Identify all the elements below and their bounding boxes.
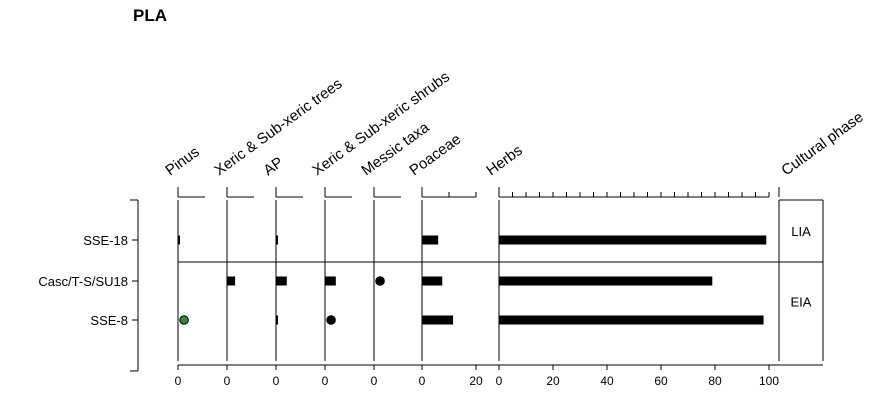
phase-label: EIA bbox=[791, 295, 812, 310]
herbs-tick-label: 40 bbox=[600, 374, 614, 388]
data-bar bbox=[499, 315, 764, 325]
data-bar bbox=[227, 276, 236, 286]
cultural-phase-title: Cultural phase bbox=[778, 109, 866, 180]
small-axis-tick-label: 0 bbox=[224, 374, 231, 388]
data-bar bbox=[178, 235, 180, 245]
data-point-marker bbox=[375, 276, 385, 286]
cultural-phase-column: LIA EIA bbox=[791, 224, 812, 310]
small-axis-tick-label: 0 bbox=[175, 374, 182, 388]
small-axis-tick-label: 0 bbox=[273, 374, 280, 388]
data-bar bbox=[276, 235, 278, 245]
herbs-tick-label: 60 bbox=[654, 374, 668, 388]
sample-label: Casc/T-S/SU18 bbox=[38, 274, 128, 289]
data-bar bbox=[499, 235, 767, 245]
data-point-marker bbox=[179, 315, 189, 325]
herbs-tick-label: 20 bbox=[546, 374, 560, 388]
data-bar bbox=[499, 276, 713, 286]
herbs-tick-label: 80 bbox=[708, 374, 722, 388]
sample-label: SSE-8 bbox=[90, 313, 128, 328]
data-bar bbox=[276, 276, 287, 286]
panel-title: Herbs bbox=[483, 142, 525, 179]
data-bar bbox=[325, 276, 336, 286]
data-bar bbox=[422, 235, 439, 245]
panel-bars bbox=[178, 235, 767, 325]
sample-label: SSE-18 bbox=[83, 233, 128, 248]
sample-labels: SSE-18 Casc/T-S/SU18 SSE-8 bbox=[38, 233, 128, 328]
data-point-marker bbox=[326, 315, 336, 325]
axis-ticks: 0 0 0 0 0 0 20 0 20 40 60 80 100 bbox=[175, 364, 823, 388]
data-bar bbox=[422, 315, 454, 325]
data-bar bbox=[276, 315, 278, 325]
small-axis-tick-label: 0 bbox=[322, 374, 329, 388]
poaceae-tick-label: 20 bbox=[469, 374, 483, 388]
small-axis-tick-label: 0 bbox=[371, 374, 378, 388]
data-bar bbox=[422, 276, 443, 286]
phase-label: LIA bbox=[791, 224, 811, 239]
herbs-tick-label: 0 bbox=[496, 374, 503, 388]
chart-title: PLA bbox=[133, 6, 167, 25]
panel-title: Pinus bbox=[162, 143, 202, 179]
panel-title: AP bbox=[260, 154, 286, 180]
poaceae-tick-label: 0 bbox=[419, 374, 426, 388]
herbs-tick-label: 100 bbox=[759, 374, 779, 388]
